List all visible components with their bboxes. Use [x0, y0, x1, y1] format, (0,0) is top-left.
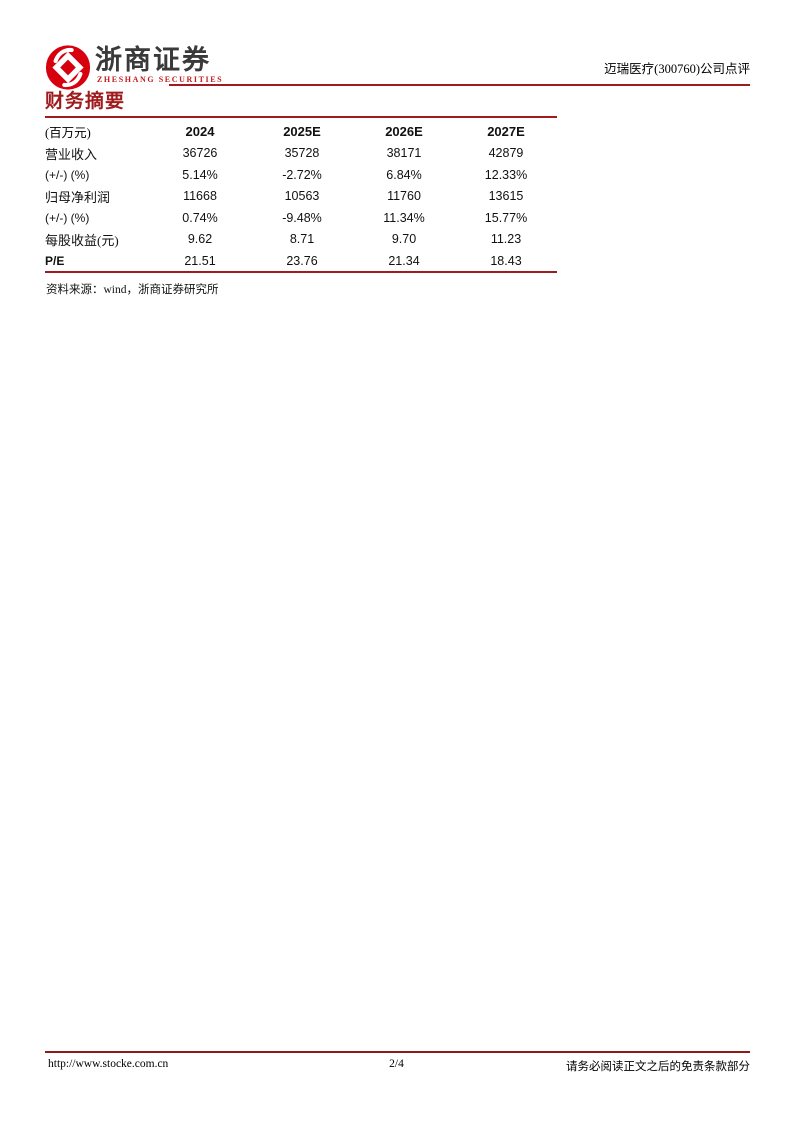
cell-value: 42879	[488, 146, 524, 161]
table-row: 每股收益(元) 9.62 8.71 9.70 11.23	[45, 229, 557, 251]
cell-value: -2.72%	[282, 167, 322, 182]
cell-value: 9.62	[187, 232, 213, 247]
cell-value: 15.77%	[484, 210, 528, 225]
row-label-eps: 每股收益(元)	[45, 232, 119, 248]
table-row: (+/-) (%) 0.74% -9.48% 11.34% 15.77%	[45, 207, 557, 229]
brand-name-cn: 浙商证券	[95, 45, 211, 75]
cell-value: 35728	[284, 146, 320, 161]
cell-value: 9.70	[391, 232, 417, 247]
zheshang-seal-icon	[45, 44, 91, 91]
row-label-revenue: 营业收入	[45, 146, 98, 162]
cell-value: 21.34	[388, 253, 420, 268]
brand-name-en: ZHESHANG SECURITIES	[97, 75, 224, 84]
cell-value: 36726	[182, 146, 218, 161]
cell-value: 13615	[488, 189, 524, 204]
column-header-2027e: 2027E	[487, 124, 525, 140]
footer-disclaimer: 请务必阅读正文之后的免责条款部分	[566, 1061, 750, 1073]
cell-value: 18.43	[490, 253, 522, 268]
page-number: 2/4	[389, 1058, 404, 1070]
table-row: (+/-) (%) 5.14% -2.72% 6.84% 12.33%	[45, 164, 557, 186]
cell-value: 11.34%	[383, 210, 425, 225]
section-title-financial-summary: 财务摘要	[45, 91, 126, 112]
table-row: 归母净利润 11668 10563 11760 13615	[45, 186, 557, 208]
section-title-divider	[45, 116, 557, 118]
table-bottom-divider	[45, 271, 557, 273]
column-header-2025e: 2025E	[283, 124, 321, 140]
cell-value: 6.84%	[386, 167, 422, 182]
footer-url-link[interactable]: http://www.stocke.com.cn	[48, 1058, 169, 1070]
header-divider	[169, 84, 750, 86]
table-row: 营业收入 36726 35728 38171 42879	[45, 143, 557, 165]
row-label-profit-growth: (+/-) (%)	[45, 210, 90, 225]
cell-value: 11760	[387, 189, 421, 204]
cell-value: 5.14%	[182, 167, 218, 182]
cell-value: 21.51	[184, 253, 216, 268]
cell-value: 23.76	[286, 253, 318, 268]
cell-value: 11668	[183, 189, 217, 204]
row-label-pe: P/E	[45, 253, 65, 268]
cell-value: 8.71	[289, 232, 315, 247]
table-header-row: (百万元) 2024 2025E 2026E 2027E	[45, 121, 557, 143]
report-title: 迈瑞医疗(300760)公司点评	[604, 62, 750, 76]
cell-value: -9.48%	[282, 210, 322, 225]
cell-value: 12.33%	[484, 167, 528, 182]
column-header-2026e: 2026E	[385, 124, 423, 140]
financial-summary-table: (百万元) 2024 2025E 2026E 2027E 营业收入 36726 …	[45, 121, 557, 272]
row-label-net-profit: 归母净利润	[45, 189, 111, 205]
cell-value: 11.23	[490, 232, 522, 247]
source-note: 资料来源：wind，浙商证券研究所	[46, 284, 219, 296]
column-header-2024: 2024	[185, 124, 215, 140]
cell-value: 38171	[386, 146, 422, 161]
row-label-revenue-growth: (+/-) (%)	[45, 167, 90, 182]
cell-value: 10563	[284, 189, 320, 204]
footer-divider	[45, 1051, 750, 1053]
unit-header-cell: (百万元)	[45, 126, 91, 141]
cell-value: 0.74%	[182, 210, 218, 225]
table-row: P/E 21.51 23.76 21.34 18.43	[45, 250, 557, 272]
